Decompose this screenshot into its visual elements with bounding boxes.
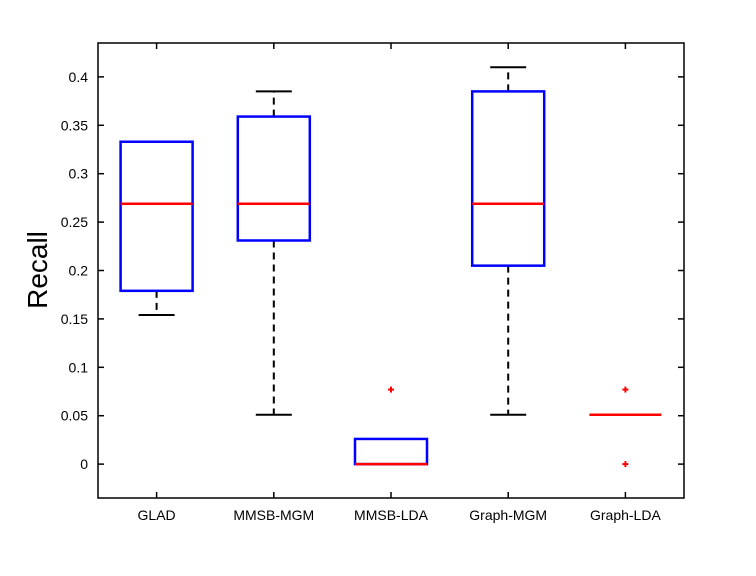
outlier-marker [622, 461, 629, 468]
y-tick-label: 0.3 [69, 166, 89, 182]
x-tick-label: GLAD [138, 507, 176, 523]
y-tick-label: 0.25 [61, 214, 88, 230]
outlier-marker [388, 386, 394, 393]
y-tick-label: 0.15 [61, 311, 88, 327]
box-group-4 [470, 66, 546, 416]
y-tick-label: 0.35 [61, 117, 88, 133]
box-iqr [119, 140, 194, 293]
x-tick-label: MMSB-LDA [354, 507, 429, 523]
y-axis-title: Recall [22, 231, 53, 309]
boxplot-marks [119, 66, 662, 468]
y-tick-label: 0.1 [69, 359, 89, 375]
box-iqr [236, 115, 312, 242]
outlier-marker [622, 386, 629, 393]
plot-area [98, 43, 684, 498]
x-tick-label: MMSB-MGM [233, 507, 314, 523]
box-group-3 [353, 386, 429, 466]
x-tick-label: Graph-MGM [469, 507, 547, 523]
box-group-2 [236, 90, 312, 416]
y-tick-label: 0.05 [61, 408, 88, 424]
axes: 0 0.05 0.1 0.15 0.2 0.25 0.3 0.35 0.4 GLAD MMSB-MG… [61, 42, 685, 523]
box-group-1 [119, 140, 194, 317]
y-tick-label: 0.4 [69, 69, 89, 85]
box-iqr [470, 90, 546, 267]
x-tick-label: Graph-LDA [590, 507, 661, 523]
y-tick-label: 0 [80, 456, 88, 472]
y-tick-label: 0.2 [69, 263, 89, 279]
box-group-5 [589, 386, 662, 468]
